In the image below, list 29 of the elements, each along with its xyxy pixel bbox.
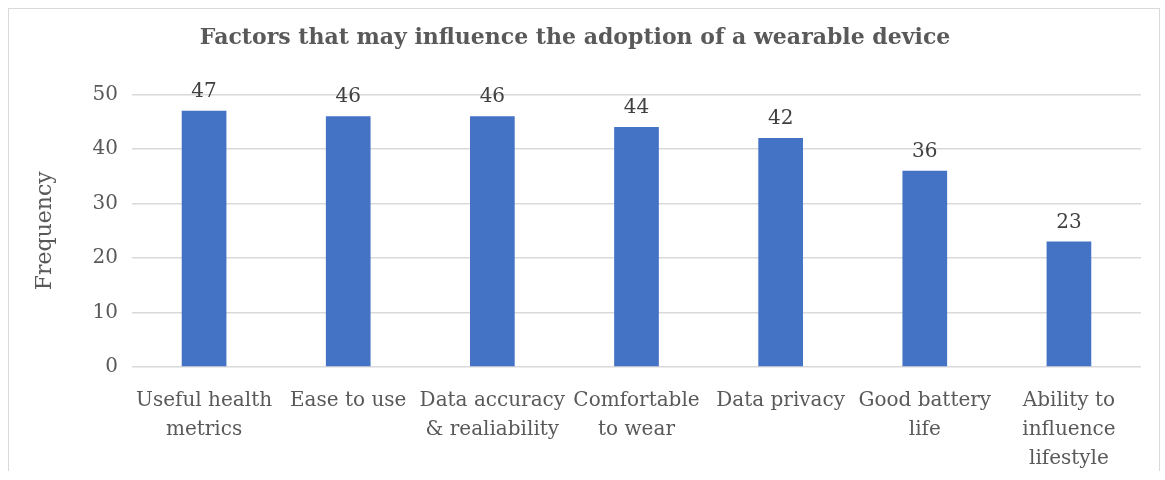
x-tick-label: Data accuracy & realiability (419, 386, 566, 440)
bar (758, 138, 803, 367)
data-label: 46 (479, 83, 506, 108)
bar (902, 170, 948, 367)
y-tick-label: 20 (92, 244, 118, 269)
x-tick-label: Ease to use (290, 386, 407, 411)
y-tick-label: 30 (92, 189, 118, 214)
y-tick-label: 40 (92, 135, 118, 160)
bar (1046, 241, 1092, 367)
data-label: 47 (191, 77, 217, 102)
y-axis-title: Frequency (30, 170, 56, 291)
data-label: 23 (1056, 208, 1082, 233)
x-tick-label: Useful health metrics (136, 386, 273, 440)
bar (325, 116, 371, 367)
y-tick-label: 50 (92, 80, 118, 105)
x-tick-label: Comfortable to wear (573, 386, 700, 440)
y-tick-label: 0 (105, 353, 118, 378)
data-label: 44 (623, 94, 650, 119)
bar (614, 127, 659, 367)
bar (470, 116, 515, 367)
data-label: 36 (912, 137, 938, 162)
chart-title: Factors that may influence the adoption of a wearable device (199, 22, 951, 49)
data-label: 42 (767, 105, 794, 130)
y-tick-label: 10 (92, 298, 118, 323)
bar (181, 110, 227, 367)
x-tick-label: Good battery life (858, 386, 992, 440)
x-tick-label: Ability to influence lifestyle (1021, 386, 1116, 469)
data-label: 46 (335, 83, 361, 108)
x-tick-label: Data privacy (716, 386, 846, 411)
